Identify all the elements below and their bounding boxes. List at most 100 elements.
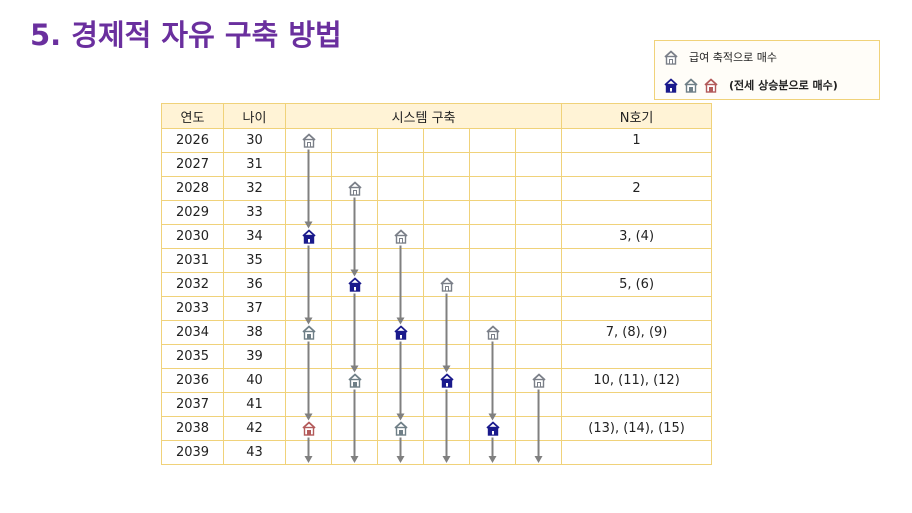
cell-system: [423, 200, 470, 225]
house-outline-icon: [531, 373, 547, 388]
table-row: 2038 42 (13), (14), (15): [161, 416, 713, 441]
house-blue-icon: [347, 277, 363, 292]
system-table-container: 연도 나이 시스템 구축 N호기 2026 30 1 2027 31 2028 32 2 202…: [161, 103, 713, 481]
cell-system: [331, 272, 378, 297]
cell-system: [285, 200, 332, 225]
cell-system: [469, 176, 516, 201]
cell-n: [561, 152, 713, 177]
cell-system: [423, 272, 470, 297]
cell-system: [514, 176, 563, 201]
cell-system: [469, 152, 516, 177]
cell-system: [331, 296, 378, 321]
cell-system: [514, 368, 563, 393]
cell-n: 7, (8), (9): [561, 320, 713, 345]
cell-system: [423, 344, 470, 369]
house-outline-icon: [301, 133, 317, 148]
cell-age: 33: [223, 200, 286, 225]
cell-year: 2037: [161, 392, 224, 417]
cell-system: [377, 200, 424, 225]
cell-year: 2036: [161, 368, 224, 393]
cell-system: [331, 440, 378, 465]
table-row: 2032 36 5, (6): [161, 272, 713, 297]
house-pink-icon: [703, 78, 719, 93]
cell-system: [469, 296, 516, 321]
header-system: 시스템 구축: [284, 103, 563, 129]
cell-system: [331, 248, 378, 273]
cell-system: [423, 224, 470, 249]
cell-system: [331, 320, 378, 345]
cell-system: [377, 248, 424, 273]
cell-year: 2032: [161, 272, 224, 297]
cell-age: 37: [223, 296, 286, 321]
cell-system: [377, 128, 424, 153]
cell-year: 2030: [161, 224, 224, 249]
cell-system: [285, 392, 332, 417]
house-outline-icon: [347, 181, 363, 196]
table-row: 2037 41: [161, 392, 713, 417]
cell-year: 2028: [161, 176, 224, 201]
header-age: 나이: [223, 103, 286, 129]
cell-system: [285, 272, 332, 297]
house-outline-icon: [439, 277, 455, 292]
cell-system: [469, 128, 516, 153]
header-n: N호기: [561, 103, 713, 129]
cell-age: 42: [223, 416, 286, 441]
cell-n: (13), (14), (15): [561, 416, 713, 441]
legend-label-salary: 급여 축적으로 매수: [689, 51, 777, 64]
cell-system: [514, 152, 563, 177]
cell-age: 35: [223, 248, 286, 273]
cell-year: 2038: [161, 416, 224, 441]
cell-n: [561, 296, 713, 321]
cell-system: [377, 224, 424, 249]
cell-system: [423, 176, 470, 201]
cell-system: [514, 416, 563, 441]
cell-system: [331, 176, 378, 201]
cell-system: [423, 320, 470, 345]
cell-system: [331, 224, 378, 249]
house-grey-icon: [301, 325, 317, 340]
house-blue-icon: [439, 373, 455, 388]
cell-n: 1: [561, 128, 713, 153]
cell-system: [331, 128, 378, 153]
table-row: 2036 40 10, (11), (12): [161, 368, 713, 393]
house-pink-icon: [301, 421, 317, 436]
cell-system: [469, 224, 516, 249]
cell-system: [285, 248, 332, 273]
cell-year: 2031: [161, 248, 224, 273]
cell-system: [469, 440, 516, 465]
cell-system: [514, 392, 563, 417]
cell-system: [469, 416, 516, 441]
cell-age: 39: [223, 344, 286, 369]
cell-system: [377, 392, 424, 417]
legend-label-jeonse: (전세 상승분으로 매수): [729, 79, 838, 92]
table-row: 2028 32 2: [161, 176, 713, 201]
cell-system: [377, 440, 424, 465]
cell-age: 30: [223, 128, 286, 153]
table-row: 2026 30 1: [161, 128, 713, 153]
cell-year: 2033: [161, 296, 224, 321]
header-year: 연도: [161, 103, 224, 129]
table-row: 2030 34 3, (4): [161, 224, 713, 249]
cell-system: [377, 368, 424, 393]
cell-system: [469, 272, 516, 297]
cell-system: [285, 152, 332, 177]
cell-system: [469, 320, 516, 345]
cell-n: [561, 344, 713, 369]
cell-system: [377, 296, 424, 321]
cell-system: [423, 440, 470, 465]
cell-system: [514, 320, 563, 345]
cell-n: 5, (6): [561, 272, 713, 297]
table-row: 2034 38 7, (8), (9): [161, 320, 713, 345]
cell-age: 43: [223, 440, 286, 465]
cell-system: [423, 416, 470, 441]
cell-n: [561, 392, 713, 417]
cell-system: [514, 248, 563, 273]
table-row: 2029 33: [161, 200, 713, 225]
cell-system: [285, 224, 332, 249]
cell-system: [285, 128, 332, 153]
table-row: 2033 37: [161, 296, 713, 321]
cell-system: [423, 392, 470, 417]
cell-age: 32: [223, 176, 286, 201]
cell-system: [514, 272, 563, 297]
cell-n: 10, (11), (12): [561, 368, 713, 393]
